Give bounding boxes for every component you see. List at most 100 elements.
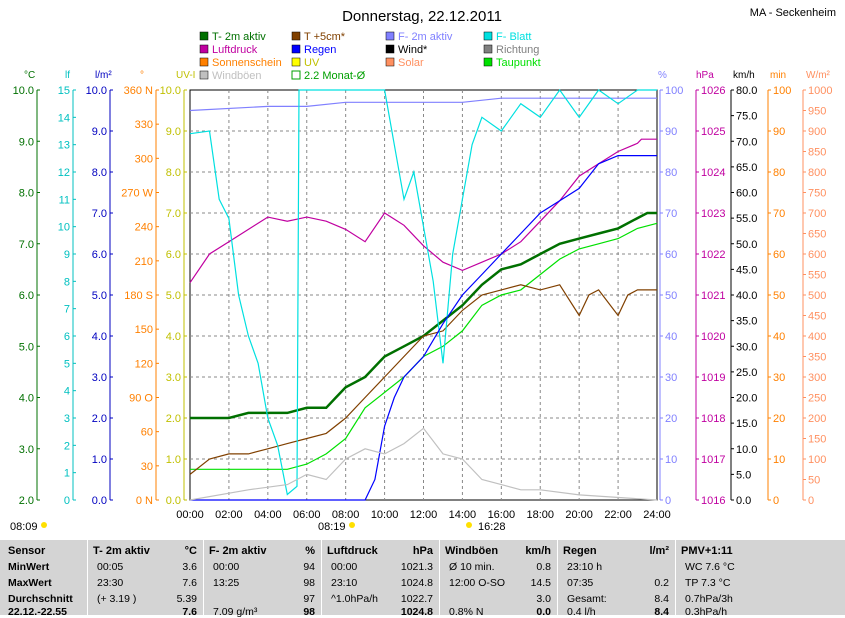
left-axes: °C10.09.08.07.06.05.04.03.02.0lf15141312… xyxy=(13,70,196,507)
right-axis-tick-label: 45.0 xyxy=(736,264,757,276)
stats-cell-value: 97 xyxy=(303,593,315,605)
left-axis-tick-label: 120 xyxy=(135,358,153,370)
left-axis-tick-label: 240 xyxy=(135,222,153,234)
left-axis-tick-label: 9.0 xyxy=(19,136,34,148)
x-axis-tick-label: 02:00 xyxy=(215,509,243,521)
right-axis-tick-label: 15.0 xyxy=(736,418,757,430)
left-axis-tick-label: 10.0 xyxy=(86,85,107,97)
left-axis-unit: lf xyxy=(65,70,70,81)
legend-swatch xyxy=(483,44,493,54)
right-axis-tick-label: 200 xyxy=(808,413,826,425)
right-axis-tick-label: 50.0 xyxy=(736,239,757,251)
series-windb-en xyxy=(189,427,658,501)
stats-separator xyxy=(203,540,204,615)
right-axis-tick-label: 60.0 xyxy=(736,188,757,200)
stats-cell-info: 0.4 l/h xyxy=(567,606,596,618)
stats-cell-info: 0.7hPa/3h xyxy=(685,593,733,605)
x-axis-tick-label: 10:00 xyxy=(371,509,399,521)
left-axis-tick-label: 5.0 xyxy=(92,290,107,302)
right-axis-tick-label: 35.0 xyxy=(736,316,757,328)
left-axis-tick-label: 5.0 xyxy=(166,290,181,302)
series-regen xyxy=(190,155,657,501)
chart-legend: T- 2m aktiv T +5cm* F- 2m aktiv F- Blatt Luf… xyxy=(199,31,541,82)
x-axis: 00:00 02:00 04:00 06:00 08:00 10:00 12:00 14:00… xyxy=(176,509,671,521)
right-axis-tick-label: 10.0 xyxy=(736,444,757,456)
legend-swatch xyxy=(385,57,395,67)
stats-col-title: PMV+1:11 xyxy=(681,545,733,557)
right-axis-tick-label: 100 xyxy=(773,85,791,97)
right-axis-tick-label: 1018 xyxy=(701,413,725,425)
left-axis-tick-label: 13 xyxy=(58,140,70,152)
left-axis-tick-label: 5 xyxy=(64,358,70,370)
left-axis-tick-label: 8 xyxy=(64,276,70,288)
legend-swatch xyxy=(199,57,209,67)
right-axis-tick-label: 30 xyxy=(665,372,677,384)
left-axis-tick-label: 1 xyxy=(64,468,70,480)
right-axis-tick-label: 1025 xyxy=(701,126,725,138)
stats-cell-info: 0.3hPa/h xyxy=(685,606,728,618)
right-axis-tick-label: 1022 xyxy=(701,249,725,261)
right-axis-tick-label: 30 xyxy=(773,372,785,384)
left-axis-unit: °C xyxy=(24,70,35,81)
legend-label: T- 2m aktiv xyxy=(212,31,266,43)
left-axis-tick-label: 150 xyxy=(135,324,153,336)
stats-separator xyxy=(439,540,440,615)
left-axis-tick-label: 6.0 xyxy=(19,290,34,302)
right-axis-tick-label: 1019 xyxy=(701,372,725,384)
stats-col-unit: % xyxy=(305,545,315,557)
left-axis-tick-label: 3.0 xyxy=(19,444,34,456)
left-axis-tick-label: 9.0 xyxy=(166,126,181,138)
legend-swatch xyxy=(291,70,301,80)
left-axis-tick-label: 9 xyxy=(64,249,70,261)
chart-title: Donnerstag, 22.12.2011 xyxy=(342,8,502,25)
chart-series xyxy=(189,88,658,501)
left-axis-tick-label: 5.0 xyxy=(19,341,34,353)
right-axis-tick-label: 80 xyxy=(773,167,785,179)
right-axis-tick-label: 55.0 xyxy=(736,213,757,225)
right-axis-tick-label: 20.0 xyxy=(736,393,757,405)
stats-cell-value: 1021.3 xyxy=(400,561,433,573)
legend-label: Wind* xyxy=(398,44,428,56)
stats-cell-info: 00:00 xyxy=(331,561,358,573)
stats-col-title: F- 2m aktiv xyxy=(209,545,267,557)
right-axis-tick-label: 70 xyxy=(665,208,677,220)
right-axes: %1009080706050403020100hPa10261025102410… xyxy=(658,70,832,507)
x-axis-tick-label: 12:00 xyxy=(410,509,438,521)
right-axis-unit: km/h xyxy=(733,70,755,81)
legend-label: Taupunkt xyxy=(496,57,541,69)
right-axis-tick-label: 20 xyxy=(665,413,677,425)
stats-row-label: Durchschnitt xyxy=(8,593,73,605)
right-axis-tick-label: 40 xyxy=(773,331,785,343)
x-axis-tick-label: 00:00 xyxy=(176,509,204,521)
left-axis-tick-label: 6 xyxy=(64,331,70,343)
stats-cell-value: 98 xyxy=(303,606,315,618)
stats-panel: Sensor MinWert MaxWert Durchschnitt 22.12.-2… xyxy=(0,540,845,618)
stats-cell-info: 00:05 xyxy=(97,561,124,573)
left-axis-tick-label: 6.0 xyxy=(92,249,107,261)
left-axis-tick-label: 0.0 xyxy=(166,495,181,507)
sun-info: 08:09 08:19 16:28 xyxy=(10,521,506,533)
weather-chart: Donnerstag, 22.12.2011 MA - Seckenheim T… xyxy=(10,7,836,533)
right-axis-tick-label: 450 xyxy=(808,311,826,323)
legend-label: Richtung xyxy=(496,44,539,56)
left-axis-tick-label: 210 xyxy=(135,256,153,268)
legend-swatch xyxy=(483,31,493,41)
legend-label: UV xyxy=(304,57,320,69)
left-axis-tick-label: 2.0 xyxy=(166,413,181,425)
sunrise-icon xyxy=(41,522,47,528)
stats-col-unit: km/h xyxy=(525,545,551,557)
right-axis-tick-label: 100 xyxy=(808,454,826,466)
x-axis-tick-label: 08:00 xyxy=(332,509,360,521)
right-axis-unit: % xyxy=(658,70,667,81)
right-axis-tick-label: 1023 xyxy=(701,208,725,220)
left-axis-tick-label: 9.0 xyxy=(92,126,107,138)
stats-row-label: MaxWert xyxy=(8,577,52,589)
stats-cell-value: 7.6 xyxy=(182,606,197,618)
right-axis-tick-label: 10 xyxy=(773,454,785,466)
right-axis-tick-label: 900 xyxy=(808,126,826,138)
left-axis-tick-label: 8.0 xyxy=(166,167,181,179)
left-axis-unit: ° xyxy=(140,70,144,81)
stats-col-unit: °C xyxy=(184,545,197,557)
left-axis-tick-label: 3.0 xyxy=(92,372,107,384)
legend-label: Luftdruck xyxy=(212,44,258,56)
